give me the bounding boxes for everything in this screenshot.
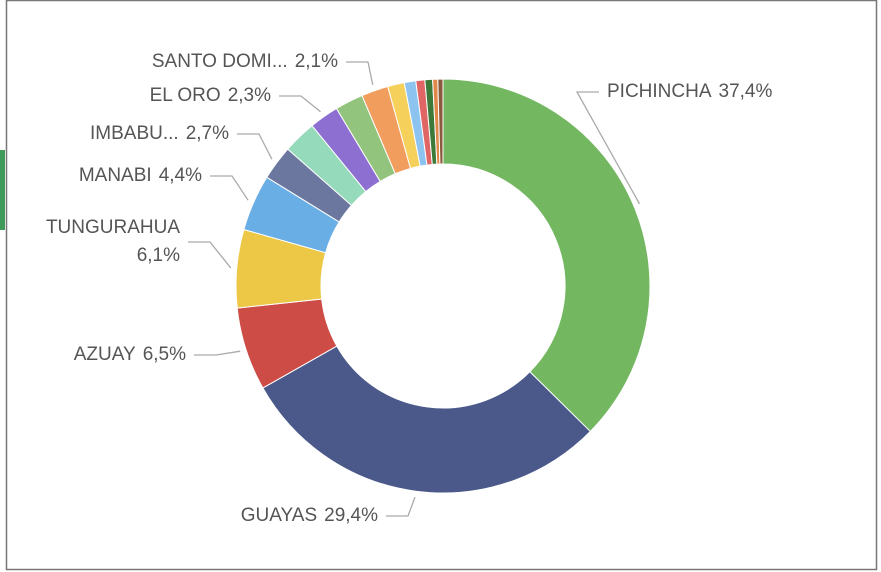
slice-label: AZUAY 6,5%: [74, 344, 186, 365]
leader-line: [210, 175, 249, 201]
slice-value-label: 4,4%: [159, 165, 202, 186]
slice-category: GUAYAS: [241, 505, 317, 526]
slice-value-label: 2,7%: [186, 123, 229, 144]
leader-line: [194, 350, 241, 356]
side-tab: [0, 150, 5, 230]
leader-line: [386, 496, 416, 517]
slice-value-label: 6,5%: [143, 344, 186, 365]
slice-category: AZUAY: [74, 344, 136, 365]
slice-value-label: 2,1%: [295, 51, 338, 72]
leader-line: [188, 241, 232, 269]
donut-slice: [437, 78, 444, 165]
slice-value-label: 2,3%: [228, 85, 271, 106]
slice-value-label: 6,1%: [137, 245, 180, 266]
slice-label: SANTO DOMI... 2,1%: [152, 51, 338, 72]
donut-slice: [442, 78, 651, 433]
slice-value-label: 29,4%: [324, 505, 378, 526]
slice-label: EL ORO 2,3%: [150, 85, 272, 106]
slice-category: MANABI: [79, 165, 152, 186]
slice-label: MANABI 4,4%: [79, 165, 202, 186]
slice-category: SANTO DOMI...: [152, 51, 288, 72]
slice-value-label: 37,4%: [719, 81, 773, 102]
slice-category: IMBABU...: [90, 123, 179, 144]
slice-category: EL ORO: [150, 85, 221, 106]
slice-category: PICHINCHA: [607, 81, 712, 102]
leader-line: [346, 61, 374, 86]
leader-line: [575, 91, 641, 205]
leader-line: [279, 95, 321, 113]
slice-label: IMBABU... 2,7%: [90, 123, 229, 144]
leader-line: [237, 133, 273, 160]
slice-label: GUAYAS 29,4%: [241, 505, 378, 526]
slice-label: PICHINCHA 37,4%: [607, 81, 772, 102]
slice-label: TUNGURAHUA: [46, 217, 180, 238]
donut-slice: [262, 345, 591, 494]
